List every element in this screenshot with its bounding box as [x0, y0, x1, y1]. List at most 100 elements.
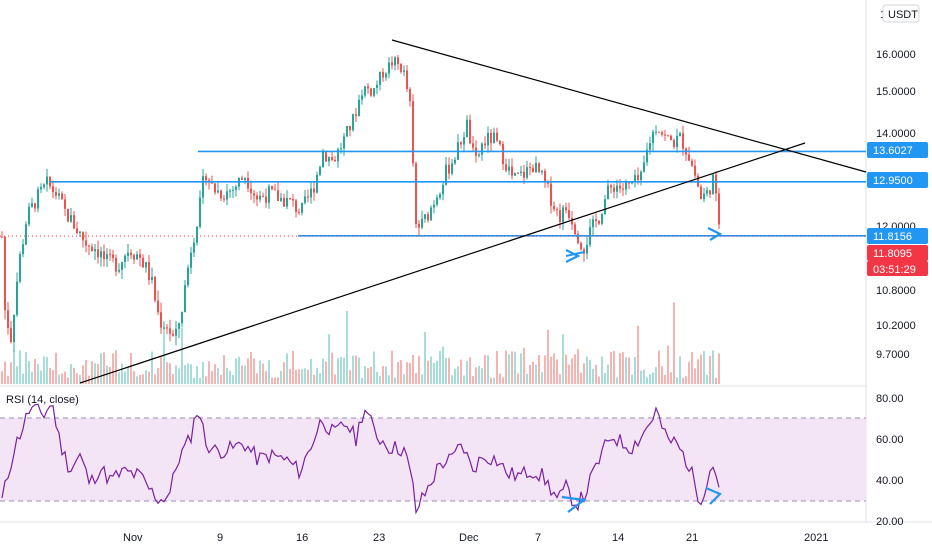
candle [400, 64, 402, 72]
candle [325, 151, 327, 162]
volume-bar [379, 376, 381, 384]
volume-bar [370, 366, 372, 384]
volume-bar [367, 368, 369, 384]
candle [580, 242, 582, 250]
candle [598, 220, 600, 224]
rsi-line [1, 403, 720, 515]
candle [448, 164, 450, 174]
price-tick: 15.0000 [876, 86, 916, 98]
volume-bar [355, 355, 357, 384]
volume-bar [553, 353, 555, 384]
candle [250, 188, 252, 194]
volume-bar [631, 374, 633, 384]
volume-bar [619, 353, 621, 384]
candle [688, 154, 690, 161]
volume-bar [442, 346, 444, 384]
candle [424, 214, 426, 219]
volume-bar [181, 327, 183, 384]
volume-bar [169, 363, 171, 384]
volume-bar [67, 377, 69, 384]
volume-bar [532, 361, 534, 384]
volume-bar [565, 354, 567, 384]
candle [28, 206, 30, 225]
candle [454, 159, 456, 164]
volume-bar [85, 360, 87, 384]
candle [646, 149, 648, 163]
candle [145, 262, 147, 268]
volume-bar [541, 372, 543, 384]
volume-bar [328, 334, 330, 384]
volume-bar [385, 366, 387, 384]
rsi-title[interactable]: RSI (14, close) [6, 394, 79, 406]
candle [682, 133, 684, 149]
volume-bar [718, 353, 720, 384]
currency-badge[interactable]: USDT [882, 4, 920, 23]
volume-bar [316, 367, 318, 384]
volume-bar [37, 364, 39, 384]
candle [196, 226, 198, 243]
volume-bar [505, 350, 507, 384]
volume-bar [682, 377, 684, 384]
candle [241, 178, 243, 181]
horizontal-levels[interactable] [0, 150, 866, 237]
candle [316, 174, 318, 193]
candle [529, 167, 531, 169]
candle [409, 89, 411, 102]
rsi-tick: 80.00 [876, 393, 904, 405]
volume-bar [28, 361, 30, 384]
volume-bar [508, 354, 510, 384]
time-tick: 2021 [804, 532, 828, 544]
candle [100, 251, 102, 258]
volume-bar [58, 374, 60, 384]
volume-bar [100, 353, 102, 384]
volume-bar [481, 368, 483, 384]
volume-bar [205, 376, 207, 384]
candle [262, 195, 264, 197]
ascending-trend-line[interactable] [79, 142, 806, 384]
volume-bar [106, 365, 108, 384]
volume-bar [73, 368, 75, 384]
volume-bar [595, 364, 597, 384]
candle [214, 183, 216, 193]
volume-bar [673, 302, 675, 384]
candle [61, 193, 63, 200]
arrow-marker-rsi-2 [705, 486, 722, 505]
candle [181, 312, 183, 324]
price-tick: 10.2000 [876, 320, 916, 332]
candle [217, 190, 219, 193]
volume-bar [700, 354, 702, 384]
volume-bar [511, 351, 513, 384]
candle [610, 185, 612, 188]
volume-bar [649, 374, 651, 384]
volume-bar [25, 352, 27, 384]
volume-bar [283, 362, 285, 384]
candle [616, 185, 618, 192]
candle [538, 163, 540, 173]
candle [481, 143, 483, 155]
volume-bar [346, 310, 348, 384]
volume-bar [238, 356, 240, 384]
volume-bar [223, 355, 225, 384]
candle [370, 88, 372, 96]
volume-bar [640, 370, 642, 384]
candle [355, 114, 357, 116]
volume-bar [94, 363, 96, 384]
candle [283, 197, 285, 207]
candle [403, 70, 405, 72]
candle [247, 177, 249, 189]
candle [97, 249, 99, 258]
candle [358, 99, 360, 116]
candle [199, 197, 201, 227]
volume-bar [556, 359, 558, 384]
candle [625, 182, 627, 190]
volume-bar [457, 366, 459, 384]
candle [379, 71, 381, 85]
volume-bar [265, 371, 267, 384]
volume-bar [484, 355, 486, 384]
candle [442, 184, 444, 195]
descending-trend-line[interactable] [391, 39, 867, 173]
candle [553, 205, 555, 210]
candle [190, 252, 192, 268]
candle [418, 224, 420, 228]
candle [388, 62, 390, 74]
